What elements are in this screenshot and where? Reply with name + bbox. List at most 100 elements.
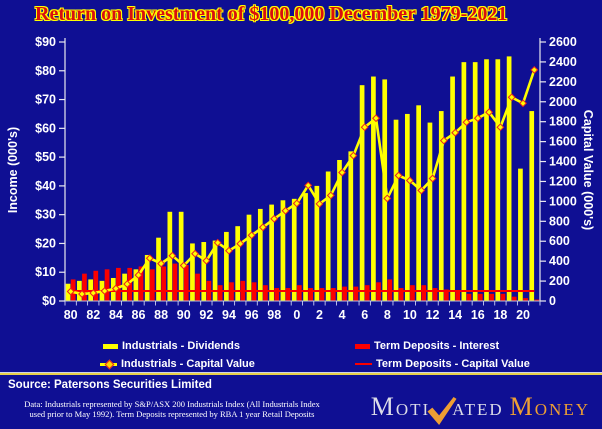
diamond-marker	[462, 118, 471, 127]
diamond-marker	[281, 206, 290, 215]
svg-text:$30: $30	[35, 208, 56, 222]
diamond-marker	[326, 191, 335, 200]
svg-text:200: 200	[549, 274, 570, 288]
dividends-swatch-icon	[103, 343, 118, 349]
svg-text:$90: $90	[35, 36, 56, 49]
diamond-marker	[225, 246, 233, 255]
legend-item-td-interest: Term Deposits - Interest	[355, 339, 499, 353]
svg-text:$80: $80	[35, 64, 56, 78]
diamond-marker	[338, 168, 347, 177]
diamond-marker	[100, 287, 109, 295]
motivated-money-logo: M OTI ATED M ONEY	[371, 392, 590, 426]
diamond-marker	[349, 151, 358, 160]
diamond-marker	[417, 186, 426, 195]
legend: Industrials - Dividends Term Deposits - …	[0, 339, 602, 373]
diamond-marker	[66, 287, 75, 296]
svg-text:90: 90	[177, 308, 191, 322]
svg-text:4: 4	[339, 308, 346, 322]
diamond-marker	[123, 280, 132, 289]
logo-oney: ONEY	[534, 400, 590, 419]
diamond-marker	[485, 108, 494, 117]
td-interest-swatch-icon	[355, 343, 370, 349]
svg-text:$10: $10	[35, 265, 56, 279]
svg-text:6: 6	[361, 308, 368, 322]
svg-text:2400: 2400	[549, 55, 577, 69]
svg-text:2600: 2600	[549, 36, 577, 49]
diamond-marker	[530, 65, 539, 74]
svg-text:1400: 1400	[549, 155, 577, 169]
bars	[65, 56, 540, 301]
diamond-marker	[507, 93, 516, 102]
diamond-marker	[360, 123, 369, 132]
diamond-marker	[134, 271, 143, 280]
diamond-marker	[145, 254, 154, 263]
svg-text:$70: $70	[35, 93, 56, 107]
svg-text:$60: $60	[35, 121, 56, 135]
diamond-marker	[315, 199, 324, 208]
logo-m2: M	[509, 392, 535, 421]
data-footnote: Data: Industrials represented by S&P/ASX…	[6, 399, 338, 419]
legend-label: Industrials - Dividends	[122, 340, 240, 352]
footnote-line1: Data: Industrials represented by S&P/ASX…	[24, 399, 320, 409]
legend-item-dividends: Industrials - Dividends	[103, 339, 240, 353]
diamond-marker	[304, 181, 313, 190]
diamond-marker	[496, 123, 505, 132]
svg-text:92: 92	[199, 308, 213, 322]
diamond-marker	[473, 114, 482, 123]
svg-text:1200: 1200	[549, 174, 577, 188]
diamond-marker	[168, 251, 177, 260]
diamond-marker	[258, 223, 267, 232]
svg-text:1000: 1000	[549, 194, 577, 208]
svg-text:1600: 1600	[549, 135, 577, 149]
legend-item-industrials-capital: Industrials - Capital Value	[100, 357, 255, 371]
diamond-marker	[428, 174, 437, 183]
legend-label: Term Deposits - Capital Value	[376, 358, 530, 370]
svg-text:1800: 1800	[549, 115, 577, 129]
svg-text:0: 0	[549, 294, 556, 308]
svg-text:400: 400	[549, 254, 570, 268]
svg-text:0: 0	[293, 308, 300, 322]
footnote-line2: used prior to May 1992). Term Deposits r…	[29, 409, 315, 419]
axes: $0$10$20$30$40$50$60$70$80$9002004006008…	[35, 36, 577, 322]
svg-text:82: 82	[86, 308, 100, 322]
diamond-marker	[372, 114, 380, 123]
diamond-marker	[383, 194, 392, 203]
diamond-marker	[451, 128, 460, 137]
svg-text:84: 84	[109, 308, 123, 322]
svg-text:$0: $0	[42, 294, 56, 308]
svg-text:88: 88	[154, 308, 168, 322]
diamond-marker	[439, 136, 448, 145]
roi-chart: $0$10$20$30$40$50$60$70$80$9002004006008…	[35, 36, 577, 322]
diamond-marker	[179, 261, 188, 270]
svg-text:86: 86	[132, 308, 146, 322]
svg-text:98: 98	[267, 308, 281, 322]
lines	[66, 65, 539, 298]
diamond-marker	[405, 176, 414, 185]
legend-label: Term Deposits - Interest	[374, 340, 500, 352]
diamond-marker	[213, 238, 222, 247]
source-note: Source: Patersons Securities Limited	[8, 379, 212, 391]
diamond-marker	[78, 290, 86, 298]
logo-ated: ATED	[452, 400, 504, 419]
diamond-marker	[519, 99, 527, 108]
industrials-capital-swatch-icon	[100, 359, 117, 369]
logo-oti: OTI	[395, 400, 431, 419]
check-icon	[427, 397, 457, 426]
legend-item-td-capital: Term Deposits - Capital Value	[355, 357, 530, 371]
svg-text:20: 20	[516, 308, 530, 322]
svg-text:18: 18	[493, 308, 507, 322]
diamond-marker	[292, 199, 301, 208]
diamond-marker	[89, 289, 98, 297]
svg-text:14: 14	[448, 308, 462, 322]
svg-text:$40: $40	[35, 179, 56, 193]
svg-text:80: 80	[64, 308, 78, 322]
diamond-marker	[236, 239, 245, 248]
svg-text:12: 12	[426, 308, 440, 322]
chart-title: Return on Investment of $100,000 Decembe…	[35, 3, 508, 25]
svg-text:2: 2	[316, 308, 323, 322]
svg-text:600: 600	[549, 234, 570, 248]
diamond-marker	[270, 214, 279, 223]
svg-text:94: 94	[222, 308, 236, 322]
svg-text:$50: $50	[35, 150, 56, 164]
svg-text:2000: 2000	[549, 95, 577, 109]
